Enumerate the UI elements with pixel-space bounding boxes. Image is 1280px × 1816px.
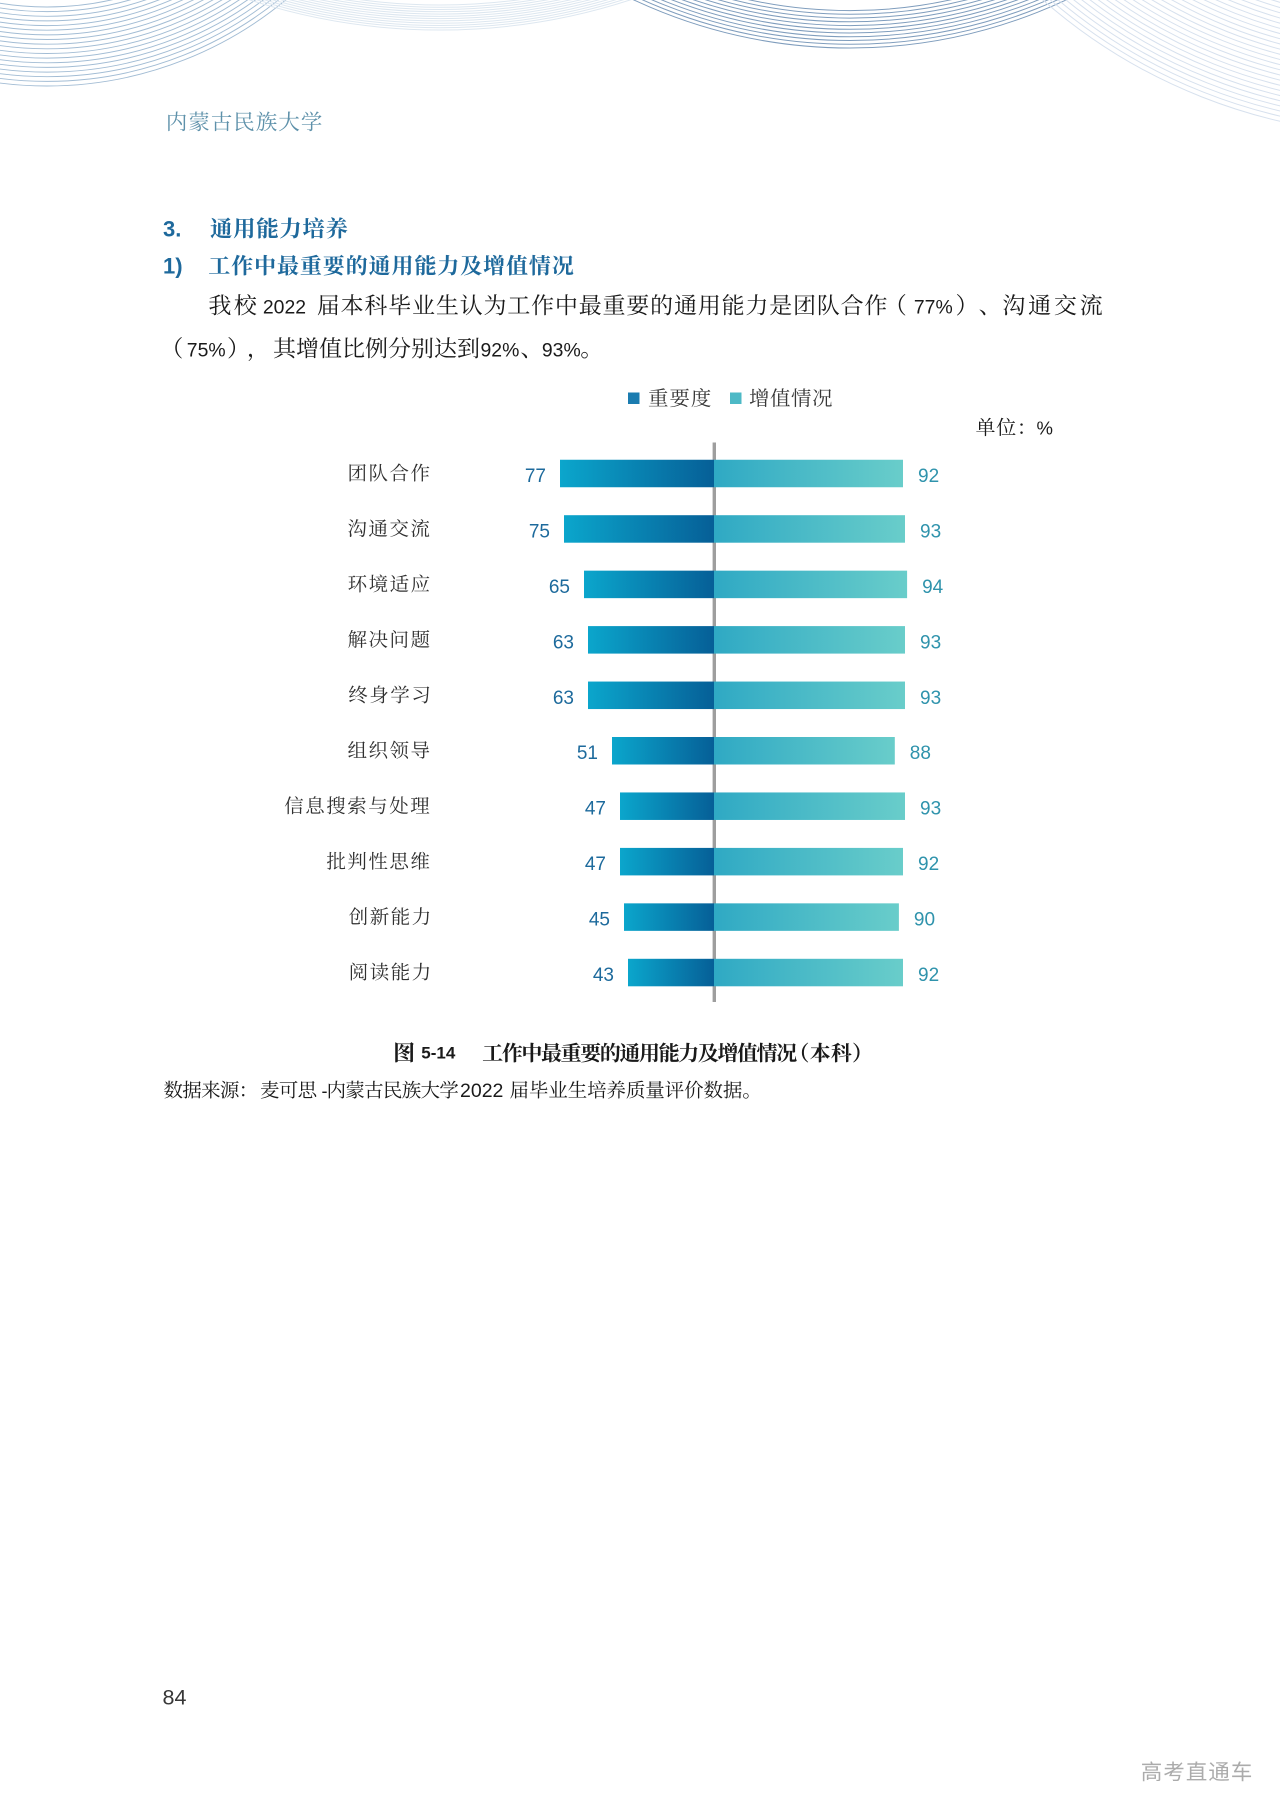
svg-text:75%: 75% xyxy=(187,340,226,362)
svg-text:77%: 77% xyxy=(914,297,953,319)
svg-text:90: 90 xyxy=(914,910,935,931)
svg-text:65: 65 xyxy=(549,577,570,598)
svg-text:93: 93 xyxy=(920,632,941,653)
svg-text:47: 47 xyxy=(585,854,606,875)
svg-text:-: - xyxy=(322,1081,328,1101)
svg-text:47: 47 xyxy=(585,799,606,820)
svg-text:94: 94 xyxy=(922,577,944,598)
svg-text:92: 92 xyxy=(918,965,939,986)
svg-text:43: 43 xyxy=(593,965,614,986)
svg-text:45: 45 xyxy=(589,910,610,931)
svg-text:1): 1) xyxy=(163,254,183,279)
svg-text:%: % xyxy=(1037,418,1053,439)
svg-text:63: 63 xyxy=(553,688,574,709)
svg-text:51: 51 xyxy=(577,743,598,764)
svg-text:2022: 2022 xyxy=(263,297,306,319)
svg-text:5-14: 5-14 xyxy=(421,1044,456,1063)
svg-text:92: 92 xyxy=(918,466,939,487)
svg-text:93: 93 xyxy=(920,799,941,820)
svg-text:63: 63 xyxy=(553,632,574,653)
svg-text:92: 92 xyxy=(918,854,939,875)
svg-text:84: 84 xyxy=(163,1686,187,1710)
svg-text:88: 88 xyxy=(910,743,931,764)
svg-text:2022: 2022 xyxy=(460,1080,503,1102)
svg-text:3.: 3. xyxy=(163,217,181,242)
svg-text:92%: 92% xyxy=(481,340,520,362)
svg-text:77: 77 xyxy=(525,466,546,487)
svg-text:93: 93 xyxy=(920,688,941,709)
svg-text:75: 75 xyxy=(529,522,550,543)
svg-text:93%: 93% xyxy=(542,340,581,362)
svg-text:93: 93 xyxy=(920,522,941,543)
